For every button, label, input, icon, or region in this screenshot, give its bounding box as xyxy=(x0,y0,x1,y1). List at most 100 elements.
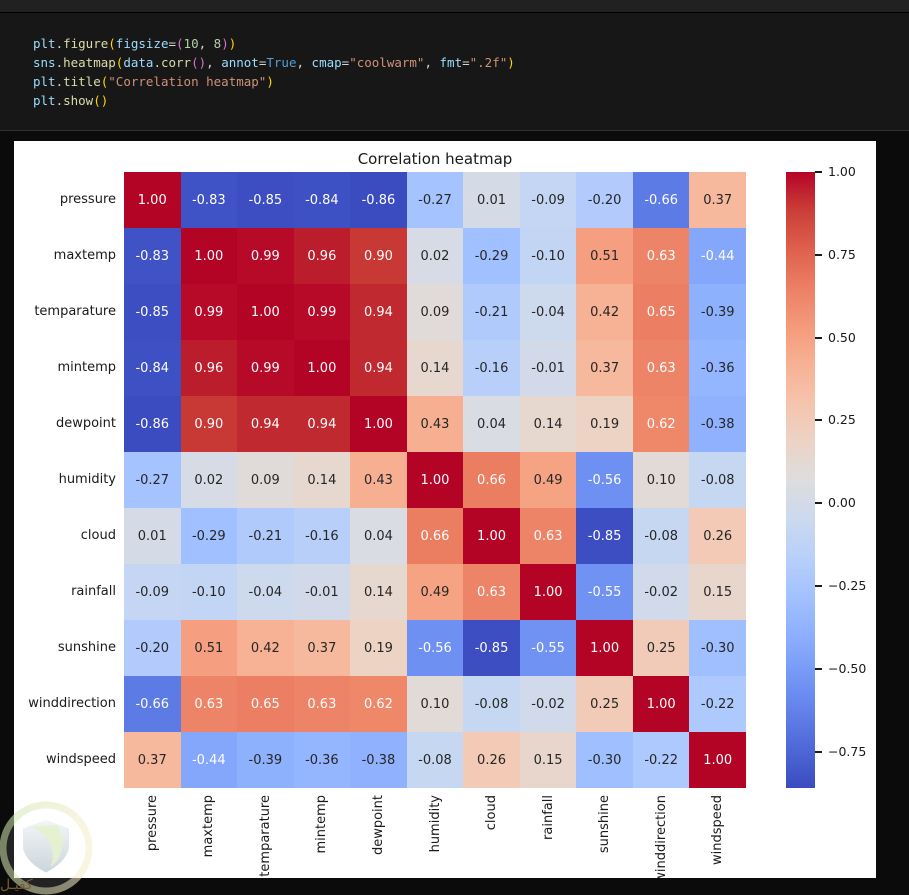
heatmap-cell: 0.19 xyxy=(576,396,633,452)
heatmap-cell: -0.22 xyxy=(632,732,690,788)
heatmap-cell: 0.99 xyxy=(237,228,294,284)
heatmap-cell: 1.00 xyxy=(406,452,464,508)
heatmap-cell: -0.36 xyxy=(293,732,351,788)
heatmap-cell: 0.37 xyxy=(689,172,746,228)
window-top-bar xyxy=(0,0,909,13)
code-token-num: 10 xyxy=(183,36,199,51)
heatmap-cell: -0.83 xyxy=(180,172,238,228)
heatmap-cell: -0.66 xyxy=(124,676,181,732)
heatmap-cell: -0.39 xyxy=(689,284,746,340)
y-tick-label: temparature xyxy=(34,304,116,319)
code-token-str: ".2f" xyxy=(469,55,508,70)
colorbar-tick-label: 0.75 xyxy=(828,246,856,262)
heatmap-cell: 0.42 xyxy=(576,284,633,340)
heatmap-cell: 1.00 xyxy=(293,340,351,396)
heatmap-cell: 0.99 xyxy=(180,284,238,340)
code-token-var: plt xyxy=(33,93,56,108)
code-token-p1: ) xyxy=(100,93,109,108)
heatmap-cell: -0.38 xyxy=(350,732,407,788)
code-token-var: cmap xyxy=(311,55,342,70)
code-token-num: 8 xyxy=(213,36,222,51)
code-token-pn: = xyxy=(462,55,470,70)
heatmap-cell: 0.63 xyxy=(632,228,690,284)
code-token-pn: . xyxy=(55,93,64,108)
heatmap-cell: -0.09 xyxy=(519,172,577,228)
code-token-p1: ( xyxy=(108,36,116,51)
heatmap-cell: -0.01 xyxy=(293,564,351,620)
heatmap-cell: 0.42 xyxy=(237,620,294,676)
code-token-p1: ) xyxy=(507,55,515,70)
heatmap-cell: -0.10 xyxy=(519,228,577,284)
y-tick-label: winddirection xyxy=(28,696,116,711)
code-token-pn: . xyxy=(55,74,64,89)
heatmap-cell: -0.30 xyxy=(576,732,633,788)
y-tick-label: cloud xyxy=(80,528,116,543)
heatmap-cell: -0.56 xyxy=(576,452,633,508)
heatmap-cell: -0.83 xyxy=(124,228,181,284)
heatmap-cell: 0.49 xyxy=(519,452,577,508)
heatmap-cell: -0.16 xyxy=(293,508,351,564)
code-token-fn: corr xyxy=(160,55,192,70)
heatmap-cell: 0.90 xyxy=(350,228,407,284)
heatmap-cell: -0.30 xyxy=(689,620,746,676)
code-token-var: plt xyxy=(33,74,56,89)
heatmap-cell: -0.08 xyxy=(463,676,520,732)
colorbar-tick-label: 1.00 xyxy=(828,164,856,179)
heatmap-cell: 1.00 xyxy=(350,396,407,452)
heatmap-cell: 0.37 xyxy=(293,620,351,676)
colorbar-tick xyxy=(815,750,822,753)
heatmap-cell: -0.56 xyxy=(406,620,464,676)
heatmap-cell: -0.04 xyxy=(519,284,577,340)
code-token-p2: ) xyxy=(221,36,229,51)
x-tick-label: windspeed xyxy=(710,795,726,866)
heatmap-cell: 1.00 xyxy=(689,732,746,788)
x-tick-label: cloud xyxy=(484,795,500,831)
colorbar-tick-label: 0.00 xyxy=(828,495,856,511)
heatmap-cell: 0.10 xyxy=(632,452,690,508)
code-token-var: fmt xyxy=(439,55,463,70)
heatmap-cell: -0.20 xyxy=(124,620,181,676)
x-tick-label: mintemp xyxy=(314,795,330,854)
heatmap-cell: -0.86 xyxy=(350,172,407,228)
code-token-var: data xyxy=(123,55,154,70)
colorbar-tick-label: 0.25 xyxy=(828,412,856,428)
heatmap-cell: -0.38 xyxy=(689,396,746,452)
heatmap-cell: 0.99 xyxy=(293,284,351,340)
heatmap-cell: 1.00 xyxy=(519,564,577,620)
heatmap-cell: 0.94 xyxy=(350,284,407,340)
heatmap-cell: 0.02 xyxy=(180,452,238,508)
code-token-p2: ( xyxy=(191,55,199,70)
code-token-p1: ) xyxy=(228,36,237,51)
heatmap-cell: 1.00 xyxy=(576,620,633,676)
heatmap-cell: 0.26 xyxy=(463,732,520,788)
code-token-pn: , xyxy=(424,55,440,70)
heatmap-cell: 0.43 xyxy=(350,452,407,508)
heatmap-cell: 0.94 xyxy=(293,396,351,452)
heatmap-cell: -0.08 xyxy=(406,732,464,788)
code-token-fn: figure xyxy=(63,36,109,51)
x-tick-label: pressure xyxy=(144,795,160,852)
heatmap-cell: 0.10 xyxy=(406,676,464,732)
heatmap-cell: 0.37 xyxy=(124,732,181,788)
heatmap-cell: -0.08 xyxy=(632,508,690,564)
heatmap-cell: 0.04 xyxy=(350,508,407,564)
heatmap-cell: 0.94 xyxy=(237,396,294,452)
heatmap-cell: 0.99 xyxy=(237,340,294,396)
heatmap-cell: 0.49 xyxy=(406,564,464,620)
heatmap-cell: 0.66 xyxy=(463,452,520,508)
heatmap-cell: -0.21 xyxy=(463,284,520,340)
code-editor[interactable]: plt.figure(figsize=(10, 8)) sns.heatmap(d… xyxy=(0,13,909,131)
heatmap-cell: 0.43 xyxy=(406,396,464,452)
heatmap-cell: -0.84 xyxy=(293,172,351,228)
heatmap-cell: 0.51 xyxy=(576,228,633,284)
code-token-p1: ( xyxy=(93,93,101,108)
code-token-pn: = xyxy=(341,55,350,70)
heatmap-cell: -0.10 xyxy=(180,564,238,620)
heatmap-cell: 0.90 xyxy=(180,396,238,452)
colorbar-tick-label: −0.50 xyxy=(828,660,867,676)
heatmap-cell: 0.09 xyxy=(406,284,464,340)
code-token-pn: . xyxy=(55,36,64,51)
heatmap-cell: 0.96 xyxy=(293,228,351,284)
code-token-str: "Correlation heatmap" xyxy=(108,74,267,89)
heatmap-cell: 1.00 xyxy=(632,676,690,732)
